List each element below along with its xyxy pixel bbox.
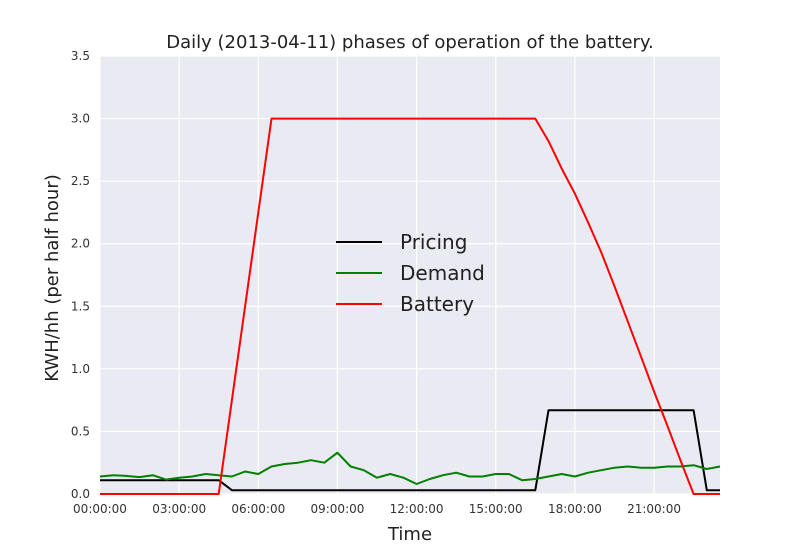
x-tick-label: 03:00:00	[152, 502, 206, 516]
x-axis-ticks: 00:00:00 03:00:00 06:00:00 09:00:00 12:00:00…	[73, 502, 681, 516]
x-axis-label: Time	[387, 524, 432, 545]
x-tick-label: 15:00:00	[469, 502, 523, 516]
x-tick-label: 18:00:00	[548, 502, 602, 516]
legend: Pricing Demand Battery	[336, 230, 485, 316]
x-tick-label: 12:00:00	[390, 502, 444, 516]
y-tick-label: 3.5	[71, 49, 90, 63]
plot-area	[100, 56, 720, 494]
series-line-battery	[100, 117, 720, 495]
legend-label-pricing: Pricing	[400, 230, 467, 254]
y-tick-label: 1.5	[71, 299, 90, 313]
y-axis-label: KWH/hh (per half hour)	[42, 174, 63, 382]
series-lines	[99, 117, 721, 495]
chart-title: Daily (2013-04-11) phases of operation o…	[166, 32, 653, 53]
x-tick-label: 21:00:00	[627, 502, 681, 516]
x-tick-label: 06:00:00	[231, 502, 285, 516]
x-tick-label: 09:00:00	[310, 502, 364, 516]
y-tick-label: 2.0	[71, 237, 90, 251]
y-tick-label: 2.5	[71, 174, 90, 188]
x-tick-label: 00:00:00	[73, 502, 127, 516]
legend-label-demand: Demand	[400, 261, 485, 285]
series-line-demand	[99, 451, 721, 485]
legend-label-battery: Battery	[400, 292, 474, 316]
y-tick-label: 0.5	[71, 424, 90, 438]
y-tick-label: 1.0	[71, 362, 90, 376]
y-axis-ticks: 0.0 0.5 1.0 1.5 2.0 2.5 3.0 3.5	[71, 49, 90, 501]
y-tick-label: 0.0	[71, 487, 90, 501]
y-tick-label: 3.0	[71, 112, 90, 126]
